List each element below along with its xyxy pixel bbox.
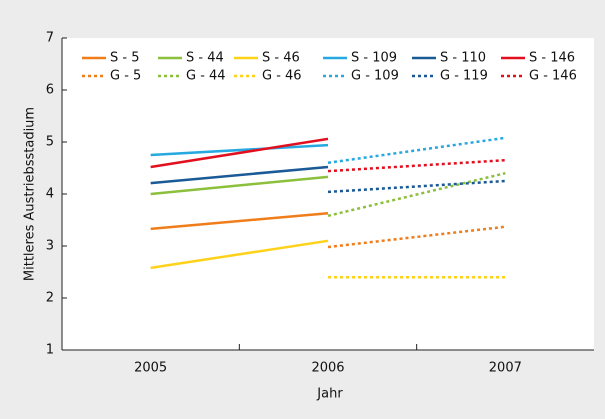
x-axis-label: Jahr [316,387,343,402]
y-axis-label: Mittleres Austriebsstadium [23,107,38,281]
series-line [150,175,329,196]
y-tick-label: 1 [46,343,54,358]
series-line [150,137,329,169]
legend-label: G - 119 [440,69,488,84]
legend-label: S - 44 [186,51,224,66]
legend-label: G - 5 [110,69,141,84]
y-tick-label: 6 [46,83,54,98]
y-tick-label: 4 [46,187,54,202]
legend-label: S - 146 [529,51,575,66]
legend-label: S - 46 [262,51,300,66]
y-tick-label: 7 [46,31,54,46]
legend-label: G - 46 [262,69,302,84]
series-line [327,171,506,218]
legend-label: G - 109 [351,69,399,84]
series-line [150,239,329,270]
series-line [150,143,329,157]
plot-area [62,38,594,350]
x-tick-label: 2005 [134,361,167,376]
x-tick-label: 2006 [311,361,344,376]
y-tick-label: 5 [46,135,54,150]
legend-label: G - 146 [529,69,577,84]
legend-label: G - 44 [186,69,226,84]
legend-label: S - 109 [351,51,397,66]
series-line [150,165,329,185]
y-tick-label: 3 [46,239,54,254]
series-line [150,211,329,231]
x-tick-label: 2007 [489,361,522,376]
legend-label: S - 110 [440,51,486,66]
legend-label: S - 5 [110,51,139,66]
y-tick-label: 2 [46,291,54,306]
